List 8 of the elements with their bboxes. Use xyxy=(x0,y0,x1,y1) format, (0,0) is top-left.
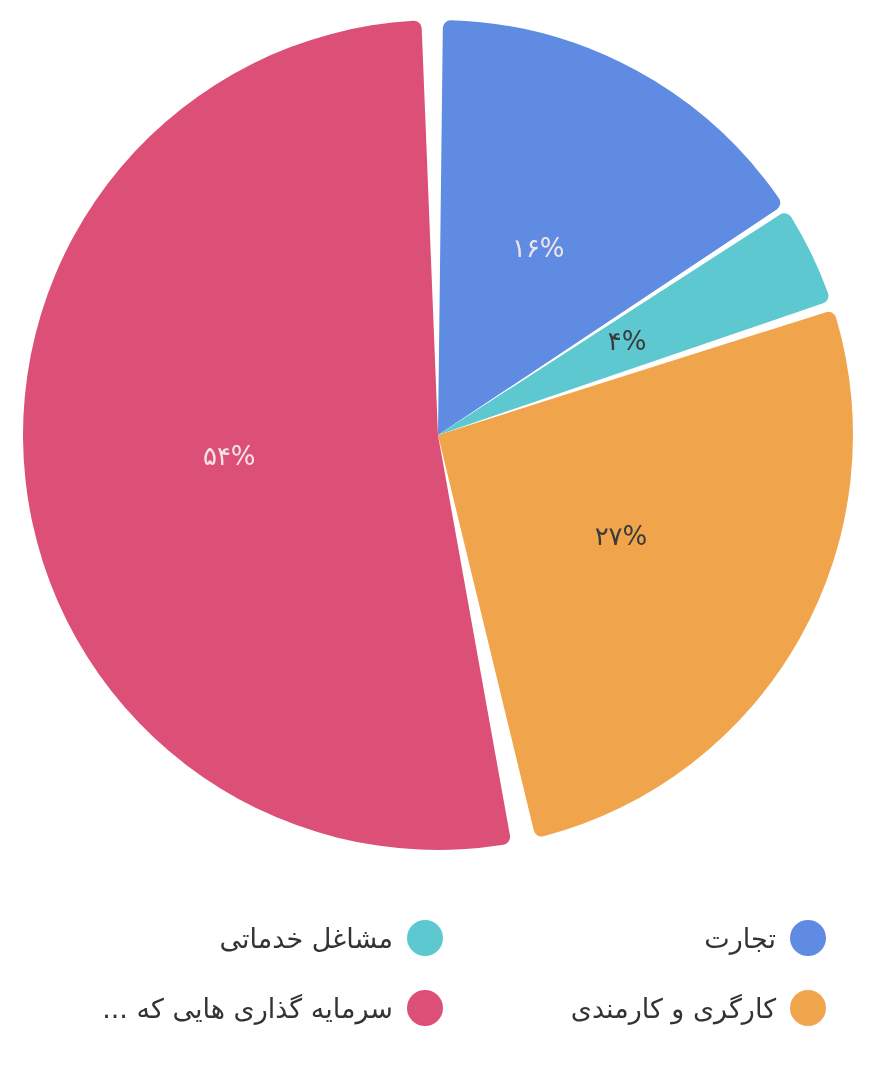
data-label: ۴% xyxy=(607,326,647,357)
data-label: ۱۶% xyxy=(511,233,565,264)
legend-label: سرمایه گذاری هایی که ... xyxy=(102,992,393,1024)
data-label: ۵۴% xyxy=(202,440,256,471)
legend-label: مشاغل خدماتی xyxy=(219,922,393,954)
data-label: ۲۷% xyxy=(594,520,648,551)
legend-label: تجارت xyxy=(704,922,776,954)
legend-label: کارگری و کارمندی xyxy=(570,992,776,1024)
